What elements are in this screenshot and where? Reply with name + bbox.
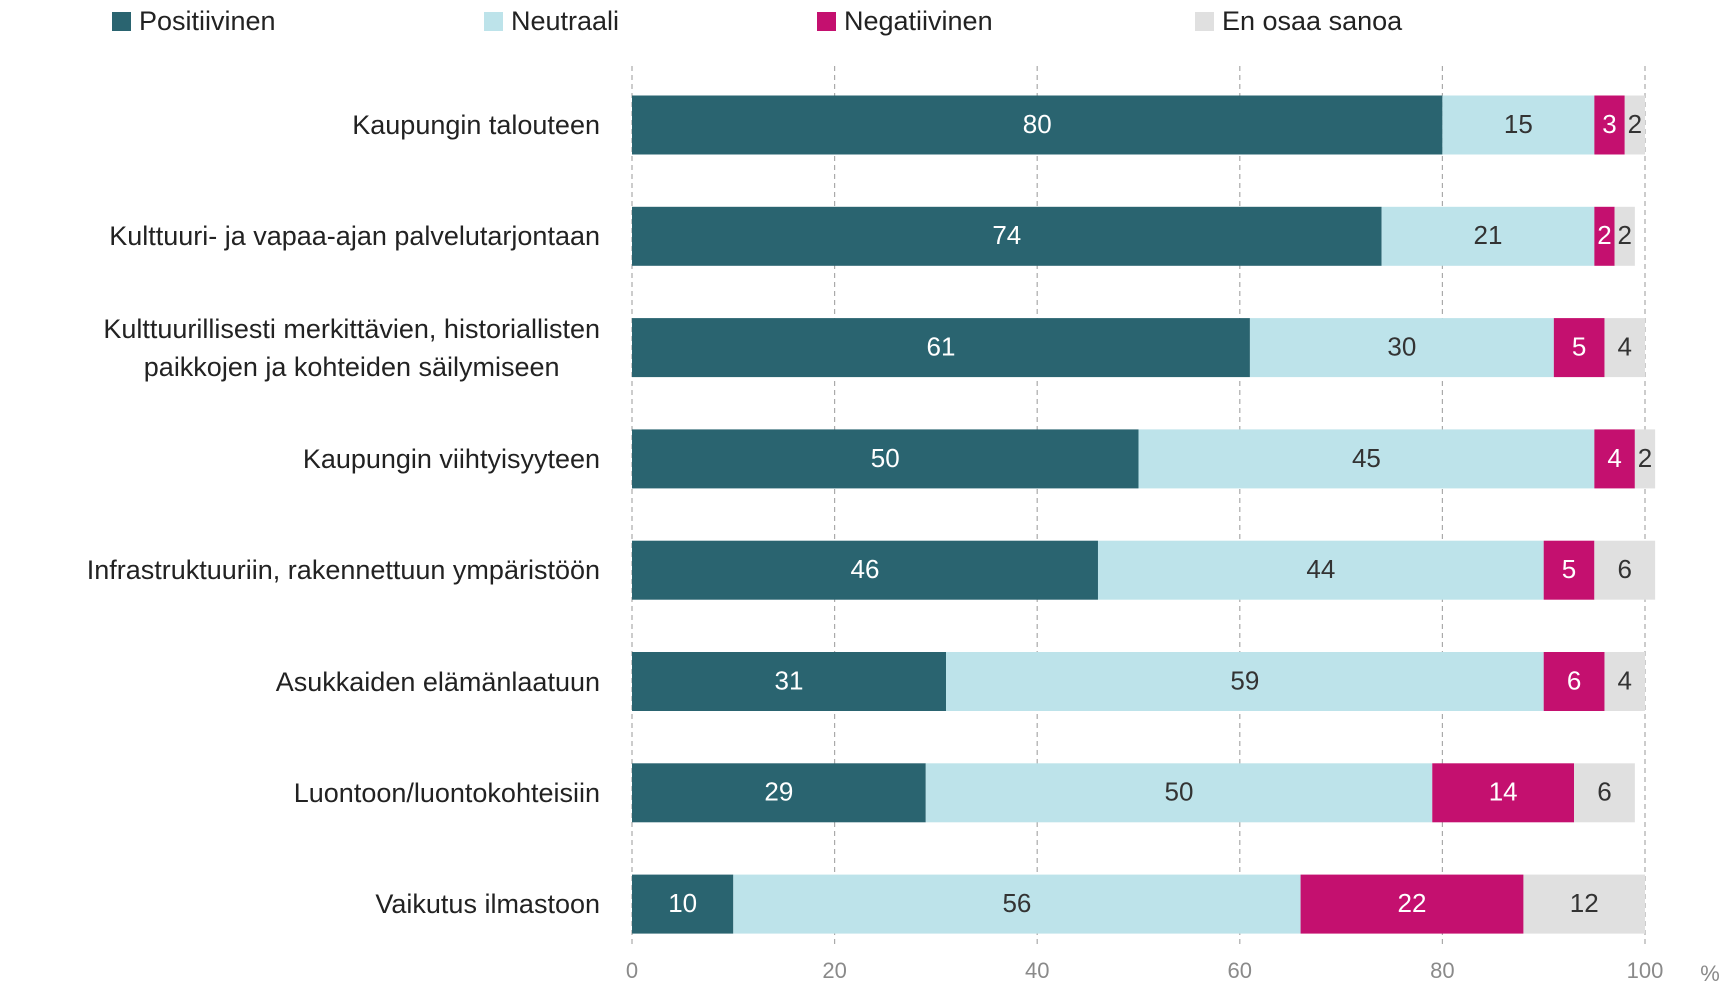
value-label: 4 — [1618, 665, 1632, 695]
bar-segment — [946, 652, 1544, 711]
value-label: 6 — [1567, 665, 1581, 695]
legend-swatch — [112, 12, 131, 31]
value-label: 6 — [1597, 777, 1611, 807]
value-label: 30 — [1387, 331, 1416, 361]
x-tick-label: 20 — [822, 958, 846, 983]
bar-segment — [1604, 652, 1645, 711]
value-label: 2 — [1638, 443, 1652, 473]
x-tick-label: 100 — [1627, 958, 1664, 983]
bar-segment — [1442, 95, 1595, 155]
legend-swatch — [817, 12, 836, 31]
bar-segment — [1249, 318, 1554, 378]
bar-segment — [1300, 874, 1524, 934]
bar-segment — [1594, 95, 1625, 155]
category-text: Vaikutus ilmastoon — [375, 889, 600, 920]
x-tick-label: 60 — [1228, 958, 1252, 983]
category-label: Kaupungin viihtyisyyteen — [0, 440, 600, 478]
value-label: 2 — [1628, 109, 1642, 139]
category-text: Asukkaiden elämänlaatuun — [275, 666, 600, 697]
value-label: 14 — [1489, 777, 1518, 807]
value-label: 5 — [1562, 554, 1576, 584]
value-label: 5 — [1572, 331, 1586, 361]
bar-segment — [1604, 318, 1645, 378]
x-tick-label: 0 — [626, 958, 638, 983]
legend-label: En osaa sanoa — [1222, 6, 1403, 36]
value-label: 12 — [1570, 888, 1599, 918]
bar-segment — [1553, 318, 1605, 378]
value-label: 56 — [1002, 888, 1031, 918]
value-label: 10 — [668, 888, 697, 918]
value-label: 31 — [775, 665, 804, 695]
bar-segment — [632, 652, 947, 711]
bar-segment — [925, 763, 1433, 823]
category-label: Kulttuuri- ja vapaa-ajan palvelutarjonta… — [0, 217, 600, 255]
value-label: 50 — [1165, 777, 1194, 807]
x-tick-label: 80 — [1430, 958, 1454, 983]
category-text: Infrastruktuuriin, rakennettuun ympärist… — [86, 555, 600, 586]
bar-segment — [632, 874, 734, 934]
value-label: 29 — [764, 777, 793, 807]
category-text: Luontoon/luontokohteisiin — [293, 777, 600, 808]
bar-segment — [733, 874, 1301, 934]
bar-segment — [1594, 540, 1656, 600]
category-text: Kulttuurillisesti merkittävien, historia… — [103, 313, 600, 382]
bar-segment — [632, 763, 926, 823]
bar-segment — [1138, 429, 1595, 489]
value-label: 4 — [1618, 331, 1632, 361]
value-label: 80 — [1023, 109, 1052, 139]
category-label: Kaupungin talouteen — [0, 106, 600, 144]
bar-segment — [1543, 652, 1605, 711]
value-label: 2 — [1618, 220, 1632, 250]
value-label: 3 — [1602, 109, 1616, 139]
bar-segment — [1614, 206, 1635, 266]
value-label: 15 — [1504, 109, 1533, 139]
value-label: 6 — [1618, 554, 1632, 584]
value-label: 45 — [1352, 443, 1381, 473]
x-tick-label: 40 — [1025, 958, 1049, 983]
bar-segment — [1574, 763, 1635, 823]
category-label: Kulttuurillisesti merkittävien, historia… — [0, 310, 600, 386]
category-label: Luontoon/luontokohteisiin — [0, 774, 600, 812]
legend-swatch — [1195, 12, 1214, 31]
value-label: 74 — [992, 220, 1021, 250]
bar-segment — [1543, 540, 1595, 600]
x-unit: % — [1700, 961, 1720, 986]
value-label: 46 — [851, 554, 880, 584]
category-text: Kulttuuri- ja vapaa-ajan palvelutarjonta… — [109, 221, 600, 252]
bar-segment — [1523, 874, 1645, 934]
category-label: Asukkaiden elämänlaatuun — [0, 663, 600, 701]
bar-segment — [1097, 540, 1544, 600]
bar-segment — [632, 540, 1098, 600]
value-label: 4 — [1607, 443, 1621, 473]
value-label: 44 — [1306, 554, 1335, 584]
category-label: Infrastruktuuriin, rakennettuun ympärist… — [0, 551, 600, 589]
value-label: 21 — [1474, 220, 1503, 250]
legend-label: Neutraali — [511, 6, 619, 36]
bar-segment — [632, 95, 1443, 155]
value-label: 22 — [1398, 888, 1427, 918]
category-text: Kaupungin talouteen — [352, 110, 600, 140]
bar-segment — [1381, 206, 1595, 266]
value-label: 61 — [927, 331, 956, 361]
bar-segment — [632, 206, 1382, 266]
bar-segment — [1594, 206, 1615, 266]
bar-segment — [1432, 763, 1575, 823]
bar-segment — [1594, 429, 1635, 489]
bar-segment — [632, 318, 1250, 378]
category-label: Vaikutus ilmastoon — [0, 885, 600, 923]
bar-segment — [1634, 429, 1656, 489]
bar-segment — [1624, 95, 1645, 155]
legend-label: Positiivinen — [139, 6, 276, 36]
legend-label: Negatiivinen — [844, 6, 993, 36]
value-label: 2 — [1597, 220, 1611, 250]
bar-segment — [632, 429, 1139, 489]
value-label: 59 — [1230, 665, 1259, 695]
value-label: 50 — [871, 443, 900, 473]
legend-swatch — [484, 12, 503, 31]
category-text: Kaupungin viihtyisyyteen — [302, 443, 600, 474]
